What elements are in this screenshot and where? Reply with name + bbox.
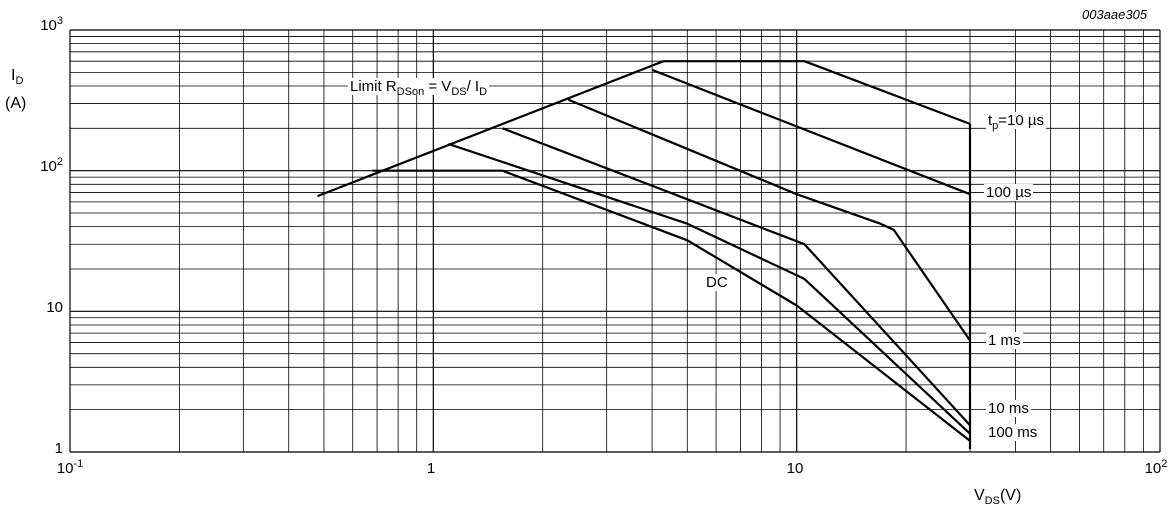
y-tick-1: 1	[54, 440, 63, 457]
x-tick-1: 1	[426, 460, 436, 477]
y-tick-1000: 103	[40, 15, 63, 34]
series-line-100-ms	[448, 142, 971, 435]
y-tick-10: 10	[46, 299, 63, 316]
series-group	[317, 60, 972, 449]
x-axis-label-main: V	[974, 487, 985, 504]
series-line-10-ms	[502, 127, 971, 426]
y-axis-unit: (A)	[5, 95, 27, 112]
x-tick-100: 102	[1144, 458, 1168, 477]
label-100us: 100 µs	[984, 184, 1034, 201]
label-dc: DC	[704, 274, 730, 291]
y-tick-100: 102	[40, 156, 63, 175]
limit-rdson-label: Limit RDSon = VDS/ ID	[348, 78, 490, 98]
series-line-dc	[372, 169, 971, 442]
x-tick-0.1: 10-1	[56, 458, 84, 477]
label-tp-10us: tp=10 µs	[986, 112, 1047, 132]
x-axis-label-unit: (V)	[999, 487, 1022, 504]
series-line-limit-rdson	[317, 60, 664, 198]
label-10ms: 10 ms	[986, 400, 1031, 417]
figure-code: 003aae305	[1082, 7, 1148, 22]
x-axis-label: VDS(V)	[974, 487, 1022, 507]
label-1ms: 1 ms	[986, 332, 1023, 349]
series-line-1-ms	[567, 98, 971, 342]
y-axis-label-sub: D	[15, 75, 24, 87]
y-axis-label-main: I	[11, 67, 16, 84]
x-axis-label-sub: DS	[984, 495, 1000, 507]
x-tick-10: 10	[786, 460, 804, 477]
y-axis-label: ID	[11, 67, 24, 87]
grid	[69, 29, 1161, 453]
series-line-100-s	[651, 68, 971, 196]
series-line-tp-10-s	[663, 60, 971, 125]
label-100ms: 100 ms	[986, 424, 1040, 441]
